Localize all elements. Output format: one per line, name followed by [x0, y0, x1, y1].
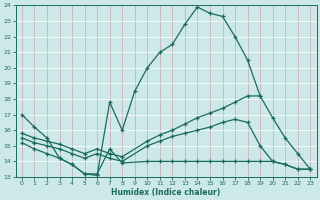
- X-axis label: Humidex (Indice chaleur): Humidex (Indice chaleur): [111, 188, 221, 197]
